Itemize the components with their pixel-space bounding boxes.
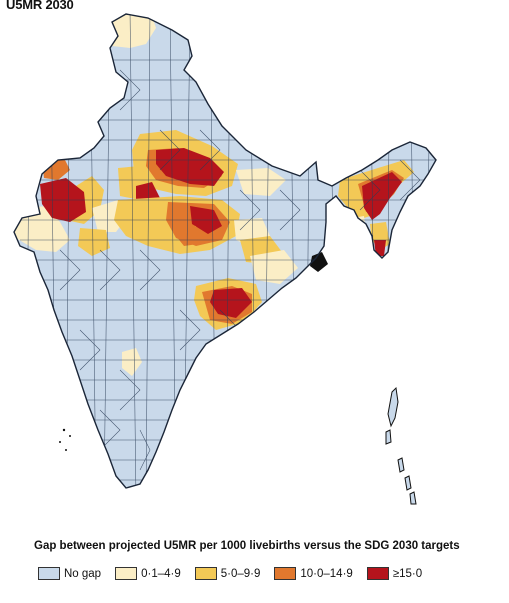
region-gujarat-pale	[18, 214, 48, 240]
map-land	[13, 13, 437, 505]
map-legend: No gap 0·1–4·9 5·0–9·9 10·0–14·9 ≥15·0	[38, 567, 422, 580]
legend-label: 0·1–4·9	[141, 567, 181, 580]
legend-item-15-plus: ≥15·0	[366, 567, 423, 580]
lakshadweep-islands	[59, 428, 71, 451]
region-bihar-pale	[236, 168, 286, 196]
region-cg-pale	[250, 250, 298, 284]
legend-title: Gap between projected U5MR per 1000 live…	[34, 540, 460, 552]
legend-swatch	[115, 567, 138, 580]
region-bengal-black	[310, 252, 328, 272]
legend-label: ≥15·0	[392, 567, 423, 580]
legend-swatch	[274, 567, 297, 580]
legend-item-no-gap: No gap	[38, 567, 101, 580]
legend-label: 5·0–9·9	[220, 567, 261, 580]
andaman-islands	[385, 386, 417, 505]
region-ladakh	[96, 14, 156, 48]
legend-swatch	[38, 567, 60, 580]
region-ne-south-dark	[374, 240, 386, 256]
legend-item-5-0-9-9: 5·0–9·9	[194, 567, 261, 580]
legend-label: 10·0–14·9	[300, 567, 353, 580]
legend-item-10-0-14-9: 10·0–14·9	[274, 567, 353, 580]
region-up-dark	[156, 148, 224, 186]
map-title: U5MR 2030	[6, 0, 74, 12]
legend-item-0-1-4-9: 0·1–4·9	[115, 567, 181, 580]
legend-label: No gap	[64, 567, 102, 580]
region-gujarat-yellow	[78, 228, 110, 256]
region-andhra-pale	[122, 348, 142, 376]
legend-swatch	[194, 567, 217, 580]
india-district-map	[13, 13, 437, 505]
legend-swatch	[366, 567, 389, 580]
